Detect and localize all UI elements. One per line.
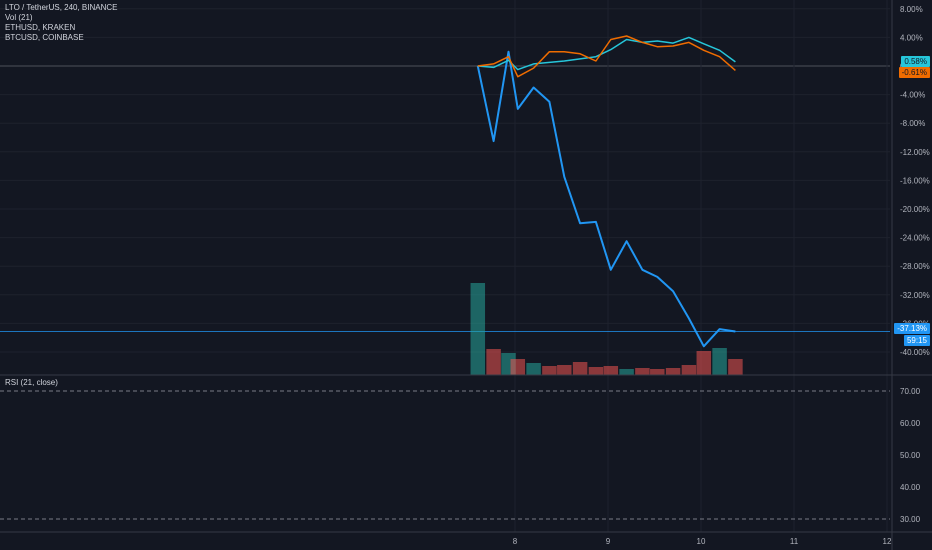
series-line-lto [476,50,736,348]
eth-last-value-badge: 0.58% [901,56,930,67]
volume-bar [486,349,501,375]
series-lines [476,35,736,348]
volume-bar [603,366,619,375]
lto-last-value-badge: -37.13% [894,323,930,334]
volume-bar [650,369,665,375]
volume-bar [619,369,634,375]
rsi-tick-label: 70.00 [900,387,921,396]
volume-bar [510,359,526,375]
price-tick-label: -40.00% [900,348,930,357]
volume-bar [542,366,557,375]
rsi-tick-label: 30.00 [900,515,921,524]
grid-lines [0,0,890,532]
time-tick-label: 10 [697,537,706,546]
time-tick-label: 12 [883,537,892,546]
volume-bar [588,367,604,375]
volume-bars [470,283,743,375]
price-tick-label: -8.00% [900,119,925,128]
volume-bar [557,365,572,375]
legend-ethusd[interactable]: ETHUSD, KRAKEN [5,23,76,32]
price-tick-label: -28.00% [900,262,930,271]
time-axis: 8 9 10 11 12 [513,537,892,546]
volume-bar [696,351,712,375]
legend-rsi[interactable]: RSI (21, close) [5,378,58,387]
volume-bar [635,368,650,375]
price-tick-label: 4.00% [900,33,923,42]
price-tick-label: -16.00% [900,176,930,185]
price-tick-label: -24.00% [900,234,930,243]
price-tick-label: -4.00% [900,91,925,100]
price-tick-label: -12.00% [900,148,930,157]
series-line-btcusd [477,35,736,78]
price-tick-label: 8.00% [900,5,923,14]
volume-bar [728,359,743,375]
bar-countdown-badge: 59:15 [903,335,930,346]
legend-volume[interactable]: Vol (21) [5,13,33,22]
volume-bar [526,363,541,375]
price-tick-label: -32.00% [900,291,930,300]
time-tick-label: 11 [790,537,799,546]
volume-bar [712,348,727,375]
btc-last-value-badge: -0.61% [898,67,930,78]
rsi-tick-label: 40.00 [900,483,921,492]
price-tick-label: -20.00% [900,205,930,214]
volume-bar [572,362,588,375]
volume-bar [665,368,681,375]
legend-btcusd[interactable]: BTCUSD, COINBASE [5,33,84,42]
rsi-pane: 70.00 60.00 50.00 40.00 30.00 [0,387,921,524]
rsi-tick-label: 60.00 [900,419,921,428]
time-tick-label: 8 [513,537,518,546]
legend-main-symbol[interactable]: LTO / TetherUS, 240, BINANCE [5,3,118,12]
rsi-tick-label: 50.00 [900,451,921,460]
volume-bar [470,283,486,375]
time-tick-label: 9 [606,537,611,546]
volume-bar [681,365,697,375]
series-line-ethusd [477,36,736,71]
